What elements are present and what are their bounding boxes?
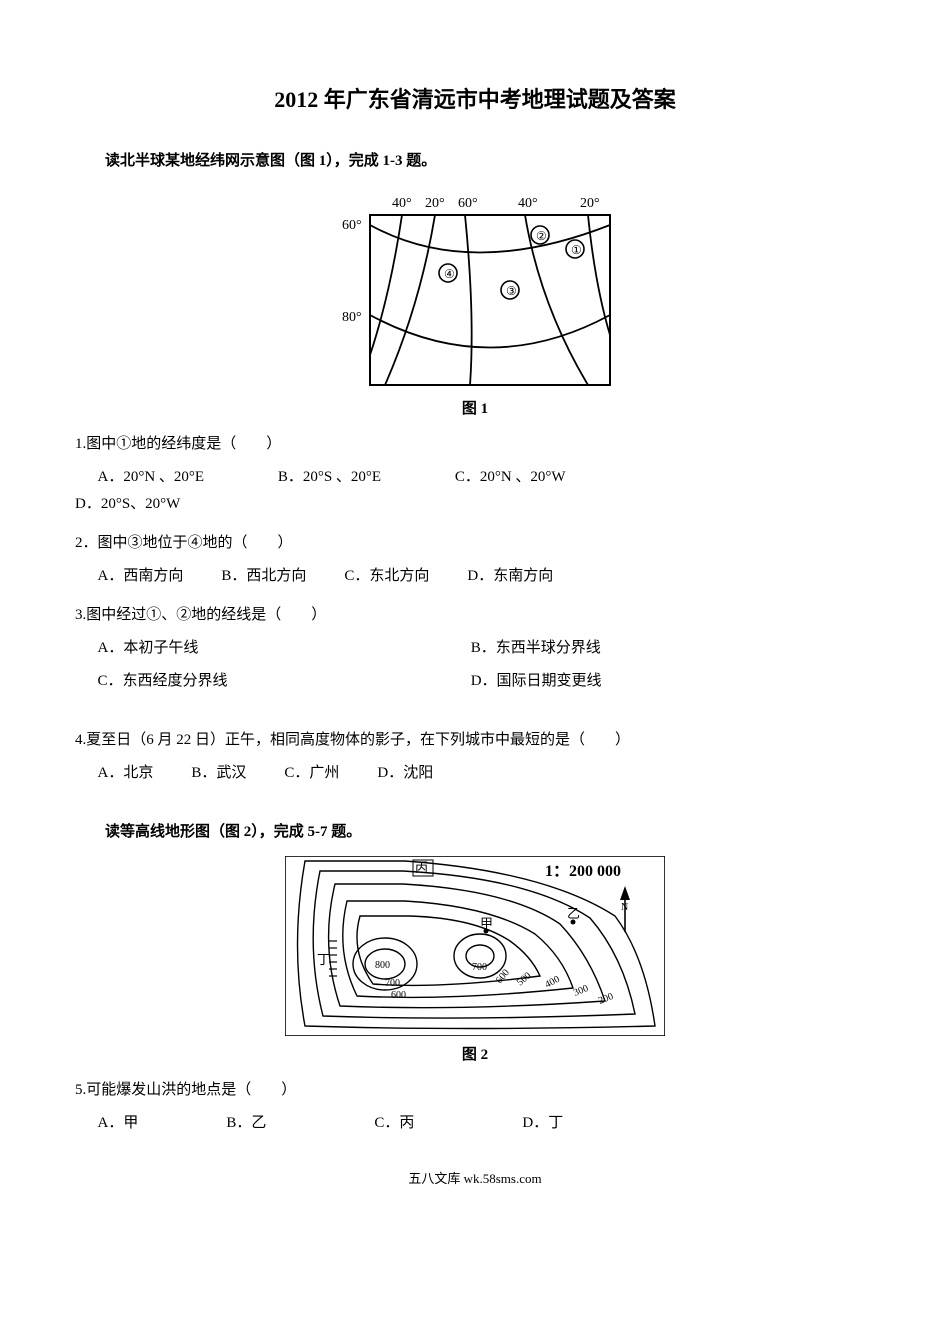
question-4: 4.夏至日（6 月 22 日）正午，相同高度物体的影子，在下列城市中最短的是（ … — [75, 727, 875, 787]
q1-opt-c: C．20°N 、20°W — [455, 469, 566, 485]
q5-opt-d: D．丁 — [522, 1110, 563, 1137]
question-5: 5.可能爆发山洪的地点是（ ） A．甲 B．乙 C．丙 D．丁 — [75, 1077, 875, 1137]
figure-1: 40° 20° 60° 40° 20° 60° 80° ① ② ③ ④ — [330, 185, 620, 390]
svg-text:乙: 乙 — [567, 906, 580, 921]
q3-text: 3.图中经过①、②地的经线是（ ） — [75, 602, 875, 629]
q2-opt-c: C．东北方向 — [344, 563, 429, 590]
svg-text:甲: 甲 — [480, 916, 493, 931]
q3-options: A．本初子午线 B．东西半球分界线 C．东西经度分界线 D．国际日期变更线 — [75, 635, 875, 701]
fig1-point-3: ③ — [506, 284, 517, 298]
question-3: 3.图中经过①、②地的经线是（ ） A．本初子午线 B．东西半球分界线 C．东西… — [75, 602, 875, 701]
q3-opt-c: C．东西经度分界线 — [98, 668, 471, 695]
fig1-lon-40a: 40° — [392, 196, 412, 211]
q2-opt-d: D．东南方向 — [467, 563, 553, 590]
q1-opt-b: B．20°S 、20°E — [278, 469, 381, 485]
svg-text:N: N — [621, 902, 628, 913]
svg-text:丙: 丙 — [415, 860, 428, 875]
svg-text:700: 700 — [385, 978, 400, 989]
q4-opt-c: C．广州 — [284, 760, 339, 787]
q2-opt-a: A．西南方向 — [98, 563, 184, 590]
svg-text:800: 800 — [375, 960, 390, 971]
q5-options: A．甲 B．乙 C．丙 D．丁 — [75, 1110, 875, 1137]
page-footer: 五八文库 wk.58sms.com — [75, 1167, 875, 1190]
fig1-point-2: ② — [536, 229, 547, 243]
q5-opt-c: C．丙 — [374, 1110, 414, 1137]
q4-options: A．北京 B．武汉 C．广州 D．沈阳 — [75, 760, 875, 787]
fig1-point-4: ④ — [444, 267, 455, 281]
fig1-lon-20a: 20° — [425, 196, 445, 211]
figure-1-caption: 图 1 — [75, 396, 875, 423]
q4-opt-d: D．沈阳 — [377, 760, 433, 787]
fig1-lat-80: 80° — [342, 310, 362, 325]
fig1-lon-60: 60° — [458, 196, 478, 211]
q5-text: 5.可能爆发山洪的地点是（ ） — [75, 1077, 875, 1104]
page-title: 2012 年广东省清远市中考地理试题及答案 — [75, 80, 875, 120]
svg-text:丁: 丁 — [317, 952, 330, 967]
q4-opt-b: B．武汉 — [191, 760, 246, 787]
svg-text:600: 600 — [391, 990, 406, 1001]
q2-text: 2．图中③地位于④地的（ ） — [75, 530, 875, 557]
fig2-scale: 1：200 000 — [545, 863, 621, 880]
fig1-lon-20b: 20° — [580, 196, 600, 211]
q3-opt-a: A．本初子午线 — [98, 635, 471, 662]
question-2: 2．图中③地位于④地的（ ） A．西南方向 B．西北方向 C．东北方向 D．东南… — [75, 530, 875, 590]
q1-opt-d: D．20°S、20°W — [75, 496, 180, 512]
q3-opt-d: D．国际日期变更线 — [471, 668, 844, 695]
question-1: 1.图中①地的经纬度是（ ） A．20°N 、20°E B．20°S 、20°E… — [75, 431, 875, 518]
fig1-point-1: ① — [571, 243, 582, 257]
q5-opt-b: B．乙 — [226, 1110, 266, 1137]
q2-options: A．西南方向 B．西北方向 C．东北方向 D．东南方向 — [75, 563, 875, 590]
q4-opt-a: A．北京 — [98, 760, 154, 787]
q1-options: A．20°N 、20°E B．20°S 、20°E C．20°N 、20°W D… — [75, 464, 875, 518]
figure-2: 1：200 000 N 200 300 400 500 60 — [285, 856, 665, 1036]
section2-instruction: 读等高线地形图（图 2），完成 5-7 题。 — [75, 819, 875, 846]
q1-opt-a: A．20°N 、20°E — [98, 469, 205, 485]
q3-opt-b: B．东西半球分界线 — [471, 635, 844, 662]
q1-text: 1.图中①地的经纬度是（ ） — [75, 431, 875, 458]
fig1-lat-60: 60° — [342, 218, 362, 233]
svg-text:700: 700 — [472, 962, 487, 973]
q5-opt-a: A．甲 — [98, 1110, 139, 1137]
section1-instruction: 读北半球某地经纬网示意图（图 1），完成 1-3 题。 — [75, 148, 875, 175]
q4-text: 4.夏至日（6 月 22 日）正午，相同高度物体的影子，在下列城市中最短的是（ … — [75, 727, 875, 754]
figure-2-caption: 图 2 — [75, 1042, 875, 1069]
fig1-lon-40b: 40° — [518, 196, 538, 211]
q2-opt-b: B．西北方向 — [221, 563, 306, 590]
